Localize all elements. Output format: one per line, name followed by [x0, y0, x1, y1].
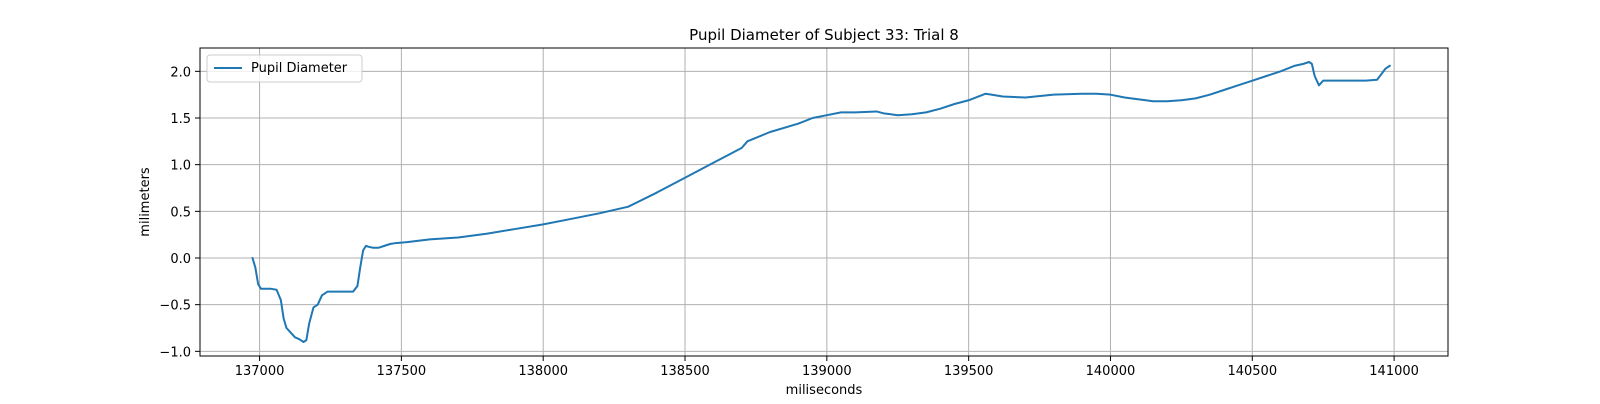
y-tick-label: −1.0 [159, 345, 191, 360]
y-tick-label: 2.0 [170, 65, 191, 80]
x-tick-label: 139000 [802, 364, 852, 379]
series-lines [251, 61, 1391, 343]
legend-box [206, 54, 363, 83]
x-tick-label: 140500 [1227, 364, 1277, 379]
legend-label: Pupil Diameter [251, 61, 348, 76]
x-tick-label: 141000 [1369, 364, 1419, 379]
x-tick-label: 138000 [518, 364, 568, 379]
y-axis-label: milimeters [138, 167, 153, 237]
y-tick-label: 0.0 [170, 252, 191, 267]
plot-frame [199, 47, 1449, 357]
x-tick-label: 139500 [944, 364, 994, 379]
x-axis-label: miliseconds [786, 383, 863, 398]
y-tick-label: 1.0 [170, 159, 191, 174]
legend: Pupil Diameter [206, 54, 363, 83]
y-tick-label: 0.5 [170, 205, 191, 220]
x-tick-label: 137000 [235, 364, 285, 379]
series-line-pupil-diameter [251, 61, 1391, 343]
chart-title: Pupil Diameter of Subject 33: Trial 8 [689, 26, 959, 44]
x-tick-label: 138500 [660, 364, 710, 379]
x-tick-label: 140000 [1086, 364, 1136, 379]
plot-background [200, 48, 1448, 356]
y-tick-label: 1.5 [170, 112, 191, 127]
y-tick-label: −0.5 [159, 299, 191, 314]
x-tick-label: 137500 [377, 364, 427, 379]
axis-ticks: 137000 137500 138000 138500 139000 139500 1400… [159, 65, 1419, 379]
